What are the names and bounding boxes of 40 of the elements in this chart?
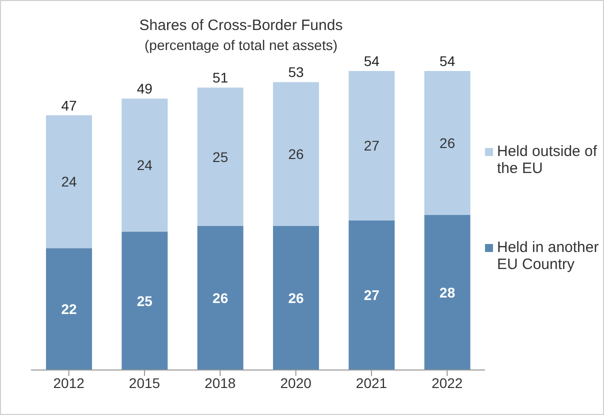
total-label: 51 [212,70,228,86]
bar [197,226,244,370]
bar [273,82,319,226]
x-tick-label: 2021 [356,374,388,391]
x-tick-label: 2015 [128,374,160,391]
total-label: 49 [136,80,153,97]
total-label: 54 [440,53,456,69]
total-label: 47 [61,97,77,114]
total-label: 54 [364,53,380,69]
data-label: 24 [61,174,77,190]
chart-title: Shares of Cross-Border Funds [138,17,344,34]
bar [348,71,395,220]
legend-label: Held in another EU Country [497,238,600,272]
bar [122,232,168,370]
bar [273,226,319,370]
bar [122,98,168,232]
total-label: 53 [288,64,304,80]
data-label: 26 [212,290,228,306]
bar [197,88,244,226]
data-label: 26 [288,290,304,306]
bar [46,248,92,370]
x-tick-label: 2020 [280,374,312,391]
chart-subtitle: (percentage of total net assets) [144,37,338,53]
bar [424,214,470,370]
bar [348,220,395,370]
x-tick-label: 2018 [204,374,236,391]
data-label: 26 [288,146,304,162]
legend-label: Held outside of the EU [497,142,598,176]
x-tick-label: 2022 [432,374,463,391]
data-label: 25 [212,148,228,165]
bar [46,115,92,248]
data-label: 28 [440,284,456,300]
data-label: 22 [61,301,77,318]
bar [424,71,470,215]
x-tick-label: 2012 [53,374,85,391]
data-label: 27 [364,138,380,154]
data-label: 25 [136,292,153,309]
data-label: 27 [364,287,380,304]
data-label: 26 [440,134,456,151]
data-label: 24 [136,157,153,174]
